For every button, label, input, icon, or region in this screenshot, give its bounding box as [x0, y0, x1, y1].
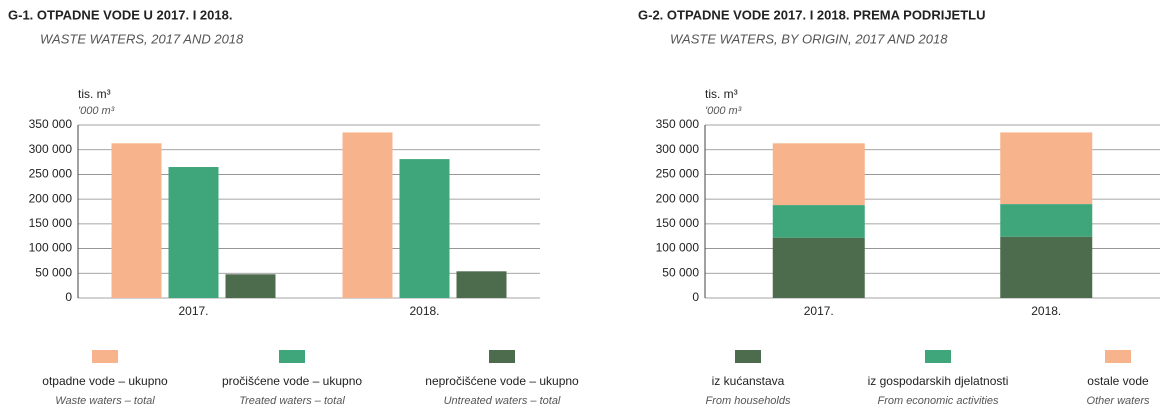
bar-segment: [1000, 204, 1093, 237]
bar-segment: [1000, 132, 1093, 205]
y-tick-label: 250 000: [29, 167, 73, 181]
legend-label: pročišćene vode – ukupno: [222, 374, 362, 388]
bar: [399, 159, 450, 298]
legend-label-en: Waste waters – total: [55, 395, 155, 407]
legend-swatch: [1105, 350, 1131, 363]
y-tick-label: 350 000: [656, 117, 700, 131]
legend-label: iz gospodarskih djelatnosti: [868, 374, 1009, 388]
x-tick-label: 2017.: [804, 304, 834, 318]
y-tick-label: 250 000: [656, 167, 700, 181]
legend-label-en: From households: [706, 395, 791, 407]
x-tick-label: 2018.: [1031, 304, 1061, 318]
y-tick-label: 200 000: [29, 191, 73, 205]
y-tick-label: 0: [65, 290, 72, 304]
bar: [456, 271, 507, 298]
legend-label-en: Other waters: [1087, 395, 1150, 407]
bar-segment: [772, 143, 865, 206]
y-axis-label: tis. m³: [705, 87, 738, 101]
y-tick-label: 100 000: [656, 241, 700, 255]
bar: [111, 143, 162, 298]
y-tick-label: 100 000: [29, 241, 73, 255]
legend-swatch: [735, 350, 761, 363]
legend-label: iz kućanstava: [712, 374, 785, 388]
y-tick-label: 300 000: [29, 142, 73, 156]
y-tick-label: 150 000: [656, 216, 700, 230]
bar-segment: [1000, 236, 1093, 298]
legend-swatch: [92, 350, 118, 363]
x-tick-label: 2017.: [178, 304, 208, 318]
legend-swatch: [925, 350, 951, 363]
bar: [342, 132, 393, 298]
chart-subtitle: WASTE WATERS, BY ORIGIN, 2017 AND 2018: [670, 31, 948, 46]
x-tick-label: 2018.: [409, 304, 439, 318]
legend-label-en: From economic activities: [877, 395, 999, 407]
y-axis-label-en: '000 m³: [705, 105, 742, 117]
y-tick-label: 150 000: [29, 216, 73, 230]
legend-swatch: [279, 350, 305, 363]
legend-label-en: Treated waters – total: [239, 395, 345, 407]
y-tick-label: 200 000: [656, 191, 700, 205]
y-tick-label: 0: [692, 290, 699, 304]
legend-label-en: Untreated waters – total: [444, 395, 561, 407]
legend-label: ostale vode: [1087, 374, 1149, 388]
chart-subtitle: WASTE WATERS, 2017 AND 2018: [40, 31, 244, 46]
y-axis-label: tis. m³: [78, 87, 111, 101]
y-axis-label-en: '000 m³: [78, 105, 115, 117]
legend-label: nepročišćene vode – ukupno: [425, 374, 579, 388]
bar-segment: [772, 205, 865, 238]
bar: [225, 274, 276, 298]
chart-title: G-2. OTPADNE VODE 2017. I 2018. PREMA PO…: [638, 7, 985, 22]
y-tick-label: 50 000: [662, 265, 699, 279]
bar: [168, 167, 219, 298]
legend-label: otpadne vode – ukupno: [42, 374, 168, 388]
y-tick-label: 350 000: [29, 117, 73, 131]
legend-swatch: [489, 350, 515, 363]
chart-title: G-1. OTPADNE VODE U 2017. I 2018.: [8, 7, 232, 22]
y-tick-label: 50 000: [35, 265, 72, 279]
bar-segment: [772, 237, 865, 298]
y-tick-label: 300 000: [656, 142, 700, 156]
